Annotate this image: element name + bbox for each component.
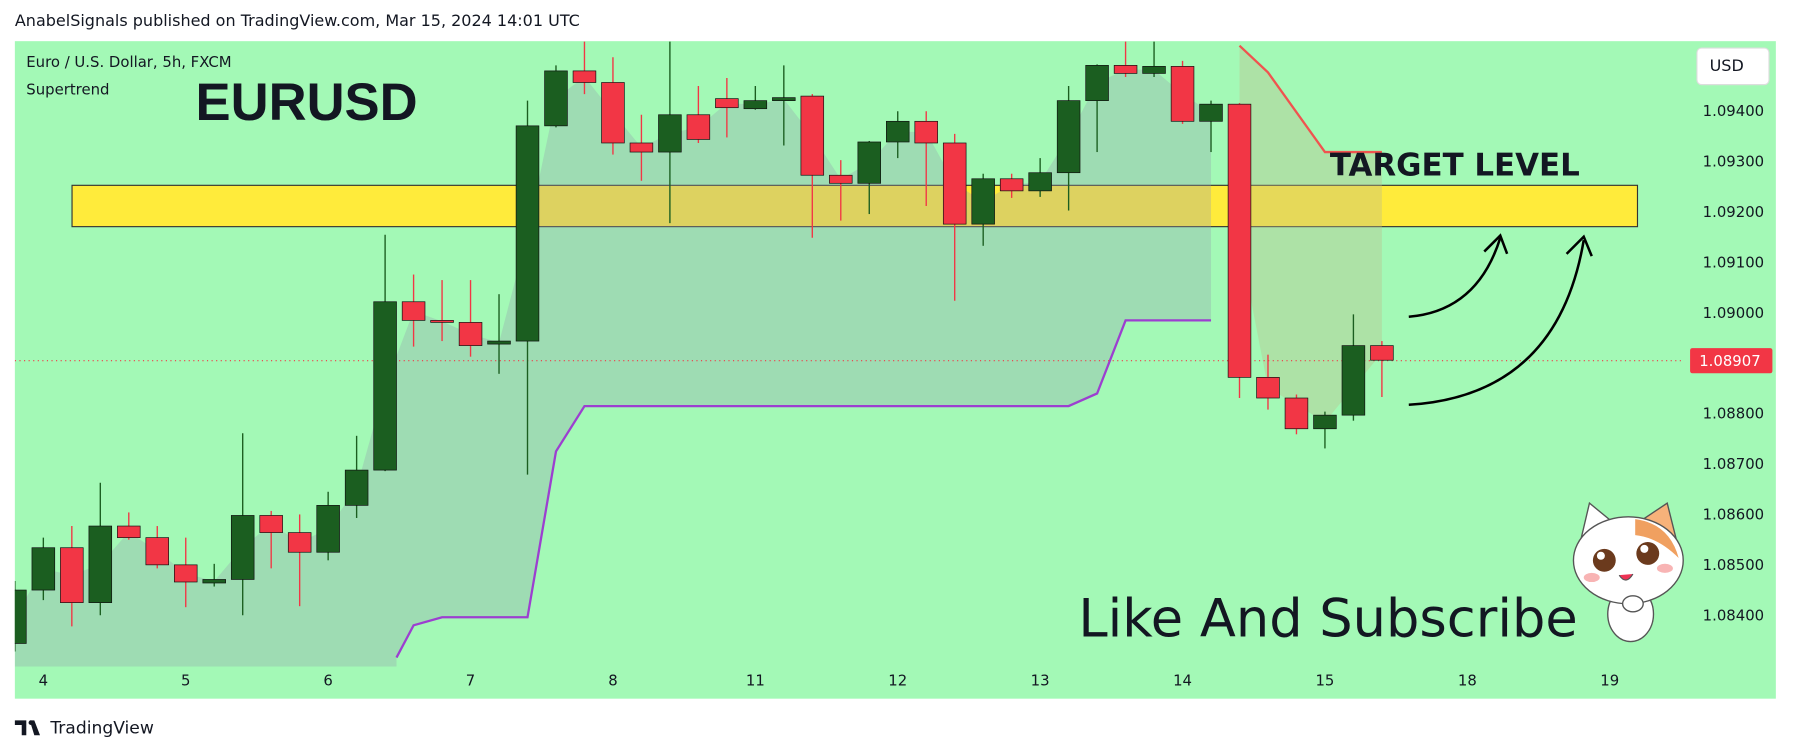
candle-body [772, 97, 796, 101]
arrow-head [1565, 234, 1593, 257]
x-tick-label: 11 [746, 672, 765, 690]
uptrend-fill [14, 69, 1212, 667]
candle-body [886, 120, 910, 143]
candle-body [515, 125, 540, 342]
tradingview-logo [14, 720, 41, 736]
supertrend-line [1238, 44, 1382, 154]
overlay: 1.08400 1.08500 1.08600 1.08700 1.08800 1.089… [26, 47, 1773, 690]
footer-brand: TradingView [49, 718, 154, 738]
x-tick-label: 14 [1173, 672, 1192, 690]
y-tick-label: 1.08600 [1703, 505, 1764, 523]
candle-body [1227, 103, 1252, 378]
candle-body [117, 525, 141, 538]
last-price-box [1690, 348, 1773, 374]
y-tick-label: 1.09000 [1703, 304, 1764, 322]
x-tick-label: 7 [466, 672, 475, 690]
candle-body [601, 82, 625, 144]
candle-body [629, 142, 654, 153]
y-tick-label: 1.08500 [1703, 556, 1764, 574]
candle-body [401, 301, 426, 321]
currency-label: USD [1710, 56, 1744, 75]
y-tick-label: 1.09400 [1703, 102, 1764, 120]
candle-body [1256, 377, 1280, 399]
symbol-legend: Euro / U.S. Dollar, 5h, FXCM [26, 53, 231, 71]
downtrend-fill [1239, 45, 1382, 422]
x-tick-label: 5 [181, 672, 190, 690]
x-tick-label: 18 [1458, 672, 1477, 690]
candle-body [230, 515, 255, 580]
candle-body [344, 469, 369, 506]
candle-body [914, 120, 938, 144]
candle-body [31, 547, 56, 591]
candle-body [259, 515, 283, 533]
candle-body [1142, 66, 1166, 74]
candle-body [686, 114, 711, 140]
y-tick-label: 1.08700 [1703, 455, 1764, 473]
currency-box [1696, 47, 1770, 86]
indicator-legend: Supertrend [26, 80, 109, 98]
candle-body [14, 589, 27, 644]
candle-body [857, 141, 881, 184]
candle-body [60, 547, 84, 603]
publish-header: AnabelSignals published on TradingView.c… [15, 11, 580, 30]
y-tick-label: 1.08400 [1703, 606, 1764, 624]
candle-body [88, 525, 113, 603]
supertrend-line [395, 319, 1212, 659]
candle-body [1313, 414, 1337, 430]
arrow [1408, 237, 1502, 319]
chart-title: EURUSD [196, 73, 418, 132]
candle-body [1199, 103, 1223, 122]
candle-body [1056, 100, 1081, 174]
x-tick-label: 8 [608, 672, 617, 690]
candle-body [971, 178, 995, 225]
x-tick-label: 15 [1315, 672, 1334, 690]
candle-body [743, 100, 768, 110]
candle-body [829, 174, 853, 184]
candle-body [174, 564, 198, 583]
candle-body [316, 505, 340, 553]
candle-body [544, 70, 568, 127]
candle-body [487, 340, 511, 345]
arrow [1408, 239, 1585, 407]
candle-body [287, 532, 312, 553]
candle-body [1028, 172, 1052, 192]
arrow-head [1483, 233, 1509, 255]
candle-body [1170, 66, 1195, 122]
x-tick-label: 19 [1600, 672, 1619, 690]
candle-body [658, 114, 682, 153]
candle-body [1370, 345, 1394, 361]
cat-sticker [1572, 501, 1684, 643]
candle-body [715, 98, 739, 109]
target-zone [71, 184, 1639, 228]
plot-area [14, 41, 1681, 667]
candle-body [572, 70, 597, 83]
candle-body [430, 320, 454, 323]
candle-body [999, 178, 1024, 192]
candle-body [1341, 345, 1366, 416]
y-tick-label: 1.09200 [1703, 203, 1764, 221]
chart-background [14, 41, 1776, 699]
candle-body [942, 142, 967, 225]
last-price-label: 1.08907 [1699, 352, 1760, 370]
arrows [1408, 233, 1593, 407]
x-tick-label: 12 [888, 672, 907, 690]
y-tick-label: 1.09100 [1703, 253, 1764, 271]
candle-body [458, 322, 483, 346]
candle-body [1085, 65, 1109, 101]
x-tick-label: 6 [323, 672, 332, 690]
candle-body [1113, 65, 1138, 74]
y-tick-label: 1.08800 [1703, 405, 1764, 423]
candle-body [373, 301, 397, 471]
x-tick-label: 4 [39, 672, 48, 690]
zone-label: TARGET LEVEL [1330, 147, 1580, 183]
candle-body [800, 95, 825, 176]
candle-body [145, 537, 169, 566]
candle-body [202, 579, 226, 584]
y-tick-label: 1.09300 [1703, 153, 1764, 171]
x-tick-label: 13 [1031, 672, 1050, 690]
candle-body [1284, 397, 1309, 430]
annotation: Like And Subscribe [1078, 589, 1577, 650]
